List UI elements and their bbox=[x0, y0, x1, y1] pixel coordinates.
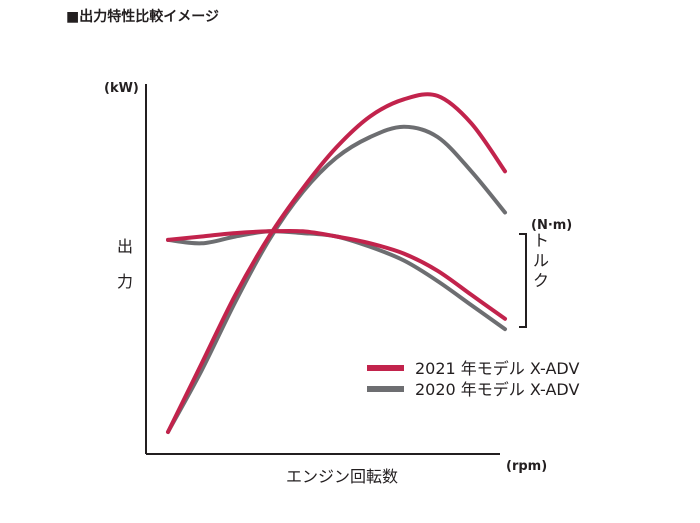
legend-label-2021: 2021 年モデル X-ADV bbox=[415, 359, 579, 378]
axes bbox=[145, 84, 527, 455]
torque-bracket bbox=[519, 233, 527, 328]
y-unit-right: (N·m) bbox=[531, 218, 572, 233]
x-axis-label: エンジン回転数 bbox=[286, 467, 398, 486]
y-label-right-char: ト bbox=[533, 231, 549, 250]
y-unit-left: (kW) bbox=[104, 81, 139, 96]
power-curve-2020 bbox=[166, 124, 507, 434]
chart-title: ■出力特性比較イメージ bbox=[66, 8, 219, 25]
torque-curve-2021 bbox=[166, 228, 507, 321]
legend: 2021 年モデル X-ADV 2020 年モデル X-ADV bbox=[367, 359, 579, 399]
series-layer bbox=[166, 92, 507, 434]
x-unit: (rpm) bbox=[506, 459, 547, 474]
y-label-right: トルク bbox=[533, 231, 549, 290]
legend-label-2020: 2020 年モデル X-ADV bbox=[415, 380, 579, 399]
y-label-right-char: ク bbox=[533, 271, 549, 290]
power-curve-2021 bbox=[166, 92, 507, 434]
y-label-left-char-2: 力 bbox=[117, 272, 133, 291]
y-label-left-char-1: 出 bbox=[117, 237, 133, 256]
y-label-right-char: ル bbox=[533, 251, 549, 270]
